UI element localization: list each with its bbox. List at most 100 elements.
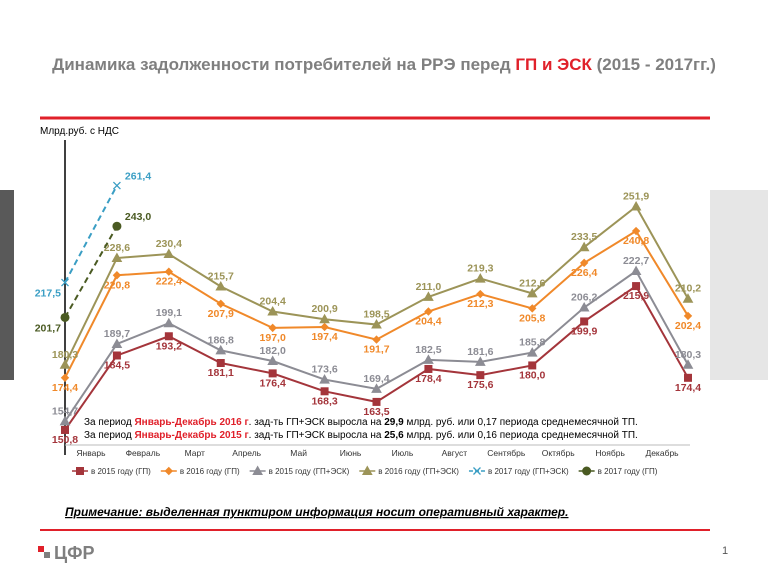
data-label: 180,0 (519, 369, 545, 381)
marker (320, 322, 329, 332)
marker (163, 317, 175, 328)
data-label: 150,8 (52, 434, 78, 446)
marker (578, 241, 590, 252)
data-label: 204,4 (260, 296, 286, 308)
slide-title: Динамика задолженности потребителей на Р… (52, 55, 716, 74)
marker (476, 371, 485, 380)
marker (112, 221, 122, 231)
data-label: 219,3 (467, 263, 493, 275)
data-label: 243,0 (125, 211, 151, 223)
note-part: 25,6 (384, 430, 404, 441)
series: 201,7 243,0 (35, 211, 152, 334)
note-part: . зад-ть ГП+ЭСК выросла на (249, 430, 385, 441)
data-label: 186,8 (208, 334, 234, 346)
data-label: 211,0 (416, 281, 442, 293)
legend-marker (361, 465, 373, 475)
data-label: 212,6 (519, 277, 545, 289)
data-label: 163,5 (363, 406, 389, 418)
data-label: 206,2 (571, 292, 597, 304)
marker (164, 267, 174, 276)
marker (112, 351, 121, 360)
logo: ЦФР (54, 543, 95, 563)
legend: в 2015 году (ГП) в 2016 году (ГП) в 2015 г… (72, 465, 658, 476)
series: 217,5 261,4 (35, 171, 152, 300)
series: 180,3 228,6 230,4 215,7 204,4 200,9 198,5 211,0… (52, 191, 701, 369)
marker (424, 364, 433, 373)
data-label: 210,2 (675, 283, 701, 295)
marker (473, 467, 481, 475)
note-part: За период (84, 430, 134, 441)
data-label: 189,7 (104, 328, 130, 340)
series-line (64, 185, 118, 284)
note-line: За период Январь-Декабрь 2015 г. зад-ть … (84, 429, 638, 441)
marker (76, 467, 84, 475)
marker (319, 313, 330, 324)
marker (580, 317, 589, 326)
series: 154,7 189,7 199,1 186,8 182,0 173,6 169,4 182,5… (52, 255, 701, 426)
title-part: (2015 - 2017гг.) (592, 55, 716, 74)
marker (632, 282, 641, 291)
marker (526, 287, 538, 298)
marker (423, 291, 434, 301)
marker (216, 359, 225, 368)
marker (371, 383, 382, 393)
marker (682, 293, 694, 303)
marker (631, 226, 641, 236)
marker (268, 323, 277, 333)
x-tick-label: Январь (76, 448, 106, 458)
x-tick-label: Ноябрь (595, 448, 625, 458)
marker (60, 373, 70, 383)
data-label: 261,4 (125, 171, 151, 183)
legend-marker (76, 467, 84, 475)
marker (320, 387, 329, 396)
note-part: Январь-Декабрь 2016 г (134, 416, 248, 428)
logo-mark (44, 552, 50, 558)
marker (423, 354, 434, 364)
x-tick-label: Октябрь (542, 448, 576, 458)
data-label: 176,4 (260, 377, 286, 389)
y-axis-label: Млрд.руб. с НДС (40, 125, 119, 137)
marker (267, 305, 279, 316)
marker (474, 356, 486, 366)
marker (578, 302, 590, 312)
data-label: 168,3 (311, 395, 337, 407)
data-label: 222,4 (156, 276, 182, 288)
data-label: 220,8 (104, 279, 130, 291)
series-line (64, 225, 118, 318)
marker (59, 415, 71, 426)
marker (61, 425, 69, 434)
data-label: 173,6 (311, 364, 337, 376)
data-label: 202,4 (675, 320, 701, 332)
legend-label: в 2015 году (ГП) (91, 467, 151, 476)
marker (112, 271, 122, 280)
data-label: 199,1 (156, 307, 182, 319)
x-tick-label: Март (185, 448, 205, 458)
marker (216, 299, 225, 308)
data-label: 200,9 (311, 303, 337, 315)
marker (476, 289, 485, 299)
legend-label: в 2016 году (ГП+ЭСК) (378, 467, 459, 476)
note-part: Январь-Декабрь 2015 г (134, 429, 248, 441)
note-part: млрд. руб. или 0,16 периода среднемесячн… (404, 429, 638, 441)
marker (319, 374, 330, 384)
footnote: Примечание: выделенная пунктиром информа… (65, 505, 568, 519)
marker (215, 281, 227, 291)
note-part: За период (84, 417, 134, 428)
marker (372, 335, 381, 344)
data-label: 180,3 (675, 349, 701, 361)
page-number: 1 (722, 545, 728, 557)
logo-mark (38, 546, 44, 552)
marker (372, 397, 381, 406)
x-tick-label: Июль (392, 448, 414, 458)
legend-label: в 2016 году (ГП) (180, 467, 240, 476)
marker (111, 252, 123, 263)
series: 174,4 220,8 222,4 207,9 197,0 197,4 191,7 204,4… (52, 226, 701, 394)
legend-marker (582, 466, 592, 476)
title-part: ГП и ЭСК (515, 55, 592, 74)
side-bar-left (0, 190, 14, 380)
marker (252, 465, 263, 475)
marker (474, 273, 486, 283)
marker (361, 465, 373, 475)
marker (526, 347, 538, 357)
